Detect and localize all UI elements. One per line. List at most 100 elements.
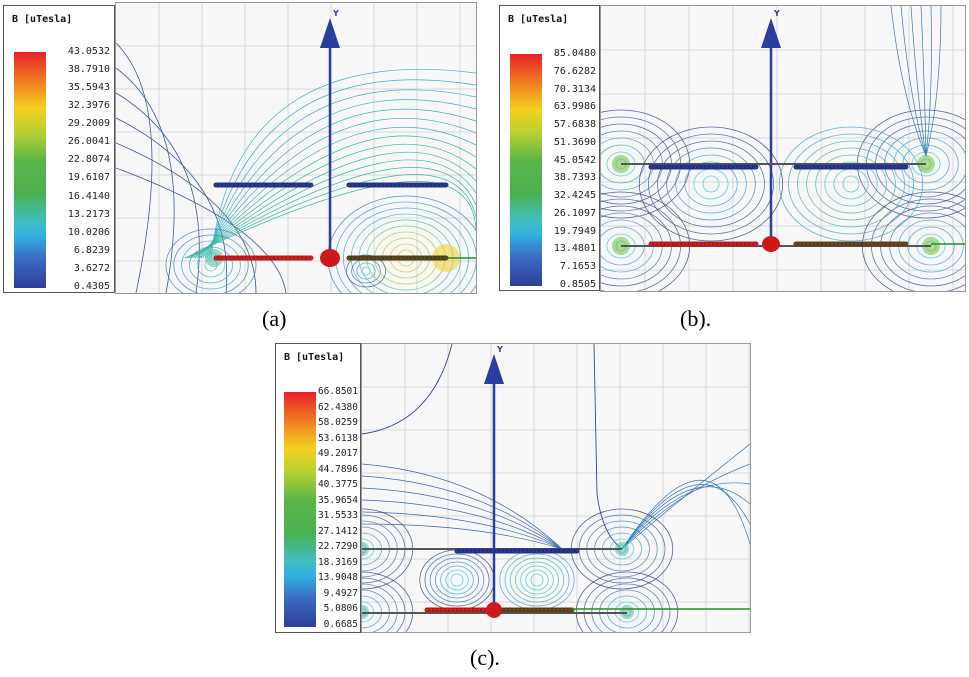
upper-conductor-segment xyxy=(570,548,576,554)
field-contour xyxy=(194,143,476,259)
upper-conductor-segment xyxy=(249,182,255,188)
field-contour xyxy=(362,577,406,632)
legend-value: 29.2009 xyxy=(67,118,110,130)
field-contour xyxy=(184,181,476,259)
upper-conductor-segment xyxy=(700,164,706,170)
legend-value: 51.3690 xyxy=(553,136,596,148)
lower-conductor-segment xyxy=(555,607,561,613)
upper-conductor-segment xyxy=(696,164,702,170)
lower-conductor-segment xyxy=(382,255,388,261)
field-contour xyxy=(621,482,750,550)
lower-conductor-segment xyxy=(229,255,235,261)
upper-conductor-segment xyxy=(752,164,758,170)
upper-conductor-segment xyxy=(692,164,698,170)
legend-values: 66.8501 62.4380 58.0259 53.6138 49.2017 44.78… xyxy=(316,386,358,630)
field-contour xyxy=(440,565,474,595)
lower-conductor-segment xyxy=(672,241,678,247)
upper-conductor-segment xyxy=(414,182,420,188)
field-contour xyxy=(621,443,750,550)
lower-conductor-segment xyxy=(297,255,303,261)
legend-value: 13.9048 xyxy=(317,572,358,584)
lower-conductor-segment xyxy=(277,255,283,261)
legend-value: 6.8239 xyxy=(73,244,110,256)
upper-conductor-segment xyxy=(712,164,718,170)
upper-conductor-segment xyxy=(474,548,480,554)
lower-conductor-segment xyxy=(269,255,275,261)
lower-conductor-segment xyxy=(797,241,803,247)
upper-conductor-segment xyxy=(740,164,746,170)
lower-conductor-segment xyxy=(452,607,458,613)
feed-point xyxy=(320,249,340,267)
lower-conductor-segment xyxy=(539,607,545,613)
lower-conductor-segment xyxy=(676,241,682,247)
field-contour xyxy=(702,175,720,193)
upper-conductor-segment xyxy=(253,182,259,188)
upper-conductor-segment xyxy=(241,182,247,188)
upper-conductor-segment xyxy=(289,182,295,188)
legend-value: 70.3134 xyxy=(553,83,596,95)
legend-values: 85.0480 76.6282 70.3134 63.9986 57.6838 51.36… xyxy=(546,48,596,290)
field-contour xyxy=(514,561,559,599)
legend-value: 62.4380 xyxy=(317,401,358,413)
legend-value: 35.9654 xyxy=(317,494,358,506)
field-contour xyxy=(666,147,756,221)
upper-conductor-segment xyxy=(350,182,356,188)
upper-conductor-segment xyxy=(470,548,476,554)
legend-value: 31.5533 xyxy=(317,510,358,522)
upper-conductor-segment xyxy=(672,164,678,170)
legend-value: 49.2017 xyxy=(317,448,358,460)
upper-conductor-segment xyxy=(530,548,536,554)
lower-conductor-segment xyxy=(273,255,279,261)
lower-conductor-segment xyxy=(849,241,855,247)
upper-conductor-segment xyxy=(708,164,714,170)
field-contour xyxy=(429,557,485,603)
upper-conductor-segment xyxy=(213,182,219,188)
upper-conductor-segment xyxy=(269,182,275,188)
field-contour xyxy=(890,6,927,157)
upper-conductor-segment xyxy=(829,164,835,170)
upper-conductor-segment xyxy=(362,182,368,188)
upper-conductor-segment xyxy=(853,164,859,170)
upper-conductor-segment xyxy=(720,164,726,170)
lower-conductor-segment xyxy=(720,241,726,247)
lower-conductor-segment xyxy=(221,255,227,261)
lower-conductor-segment xyxy=(257,255,263,261)
upper-conductor-segment xyxy=(546,548,552,554)
legend-value: 26.1097 xyxy=(553,207,596,219)
field-contour xyxy=(925,6,942,157)
lower-conductor-segment xyxy=(559,607,565,613)
lower-conductor-segment xyxy=(354,255,360,261)
lower-conductor-segment xyxy=(664,241,670,247)
lower-conductor-segment xyxy=(436,607,442,613)
lower-conductor-segment xyxy=(527,607,533,613)
field-contour xyxy=(362,499,563,550)
upper-conductor-segment xyxy=(502,548,508,554)
upper-conductor-segment xyxy=(664,164,670,170)
lower-conductor-segment xyxy=(748,241,754,247)
legend-value: 32.3976 xyxy=(67,100,110,112)
upper-conductor-segment xyxy=(668,164,674,170)
lower-conductor-segment xyxy=(853,241,859,247)
upper-conductor-segment xyxy=(526,548,532,554)
field-contour xyxy=(208,79,476,259)
lower-conductor-segment xyxy=(865,241,871,247)
field-contour xyxy=(833,168,869,200)
field-contour xyxy=(206,89,476,259)
upper-conductor-segment xyxy=(486,548,492,554)
field-contour xyxy=(173,234,249,293)
field-contour xyxy=(509,557,565,603)
lower-conductor-segment xyxy=(217,255,223,261)
upper-conductor-segment xyxy=(869,164,875,170)
field-contour xyxy=(200,118,476,259)
lower-conductor-segment xyxy=(428,607,434,613)
lower-conductor-segment xyxy=(885,241,891,247)
upper-conductor-segment xyxy=(873,164,879,170)
upper-conductor-segment xyxy=(845,164,851,170)
lower-conductor-segment xyxy=(728,241,734,247)
upper-conductor-segment xyxy=(728,164,734,170)
upper-conductor-segment xyxy=(386,182,392,188)
lower-conductor-segment xyxy=(480,607,486,613)
legend-value: 3.6272 xyxy=(73,262,110,274)
field-contour xyxy=(638,126,784,242)
upper-conductor-segment xyxy=(426,182,432,188)
